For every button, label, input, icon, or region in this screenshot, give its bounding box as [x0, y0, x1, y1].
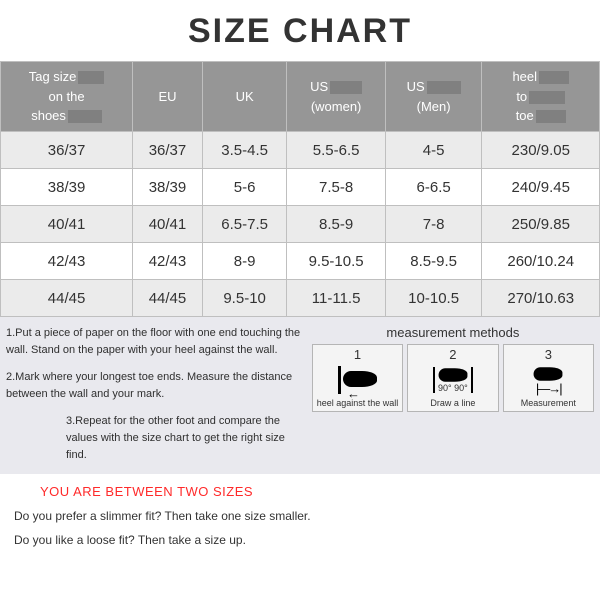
method-cell: 2 90° 90° Draw a line [407, 344, 498, 412]
table-cell: 270/10.63 [482, 280, 600, 317]
table-cell: 260/10.24 [482, 243, 600, 280]
foot-heel-wall-icon: ← [314, 364, 401, 396]
table-cell: 240/9.45 [482, 169, 600, 206]
foot-measure-icon: |—→| [505, 364, 592, 396]
table-cell: 5.5-6.5 [287, 132, 385, 169]
table-cell: 230/9.05 [482, 132, 600, 169]
table-cell: 9.5-10.5 [287, 243, 385, 280]
foot-draw-line-icon: 90° 90° [409, 364, 496, 396]
method-number: 1 [314, 347, 401, 362]
table-row: 44/4544/459.5-1011-11.510-10.5270/10.63 [1, 280, 600, 317]
table-cell: 36/37 [133, 132, 203, 169]
size-table: Tag sizeon theshoesEUUKUS(women)US(Men)h… [0, 61, 600, 317]
table-cell: 10-10.5 [385, 280, 482, 317]
method-number: 3 [505, 347, 592, 362]
table-cell: 8.5-9 [287, 206, 385, 243]
table-cell: 11-11.5 [287, 280, 385, 317]
table-cell: 36/37 [1, 132, 133, 169]
table-cell: 8.5-9.5 [385, 243, 482, 280]
table-header-cell: US(women) [287, 62, 385, 132]
fit-advice: Do you prefer a slimmer fit? Then take o… [0, 503, 600, 547]
table-header-cell: heeltotoe [482, 62, 600, 132]
instructions-text: 1.Put a piece of paper on the floor with… [6, 325, 312, 474]
table-row: 40/4140/416.5-7.58.5-97-8250/9.85 [1, 206, 600, 243]
table-header-cell: UK [202, 62, 287, 132]
table-cell: 5-6 [202, 169, 287, 206]
table-cell: 40/41 [133, 206, 203, 243]
table-cell: 38/39 [133, 169, 203, 206]
table-cell: 44/45 [1, 280, 133, 317]
table-row: 38/3938/395-67.5-86-6.5240/9.45 [1, 169, 600, 206]
table-cell: 38/39 [1, 169, 133, 206]
table-cell: 8-9 [202, 243, 287, 280]
table-cell: 6-6.5 [385, 169, 482, 206]
table-cell: 7.5-8 [287, 169, 385, 206]
table-cell: 3.5-4.5 [202, 132, 287, 169]
table-cell: 7-8 [385, 206, 482, 243]
table-row: 36/3736/373.5-4.55.5-6.54-5230/9.05 [1, 132, 600, 169]
method-caption: Measurement [505, 398, 592, 408]
table-cell: 42/43 [1, 243, 133, 280]
fit-line: Do you prefer a slimmer fit? Then take o… [14, 509, 590, 523]
instructions-panel: 1.Put a piece of paper on the floor with… [0, 317, 600, 474]
page-title: SIZE CHART [0, 0, 600, 61]
method-caption: Draw a line [409, 398, 496, 408]
table-header-cell: Tag sizeon theshoes [1, 62, 133, 132]
table-cell: 40/41 [1, 206, 133, 243]
table-header-cell: EU [133, 62, 203, 132]
measurement-methods: measurement methods 1 ← heel against the… [312, 325, 594, 474]
fit-line: Do you like a loose fit? Then take a siz… [14, 533, 590, 547]
table-cell: 44/45 [133, 280, 203, 317]
between-sizes-heading: YOU ARE BETWEEN TWO SIZES [0, 474, 600, 503]
table-cell: 42/43 [133, 243, 203, 280]
method-cell: 3 |—→| Measurement [503, 344, 594, 412]
table-row: 42/4342/438-99.5-10.58.5-9.5260/10.24 [1, 243, 600, 280]
instruction-step: 3.Repeat for the other foot and compare … [6, 413, 306, 464]
table-cell: 9.5-10 [202, 280, 287, 317]
method-cell: 1 ← heel against the wall [312, 344, 403, 412]
table-cell: 250/9.85 [482, 206, 600, 243]
instruction-step: 2.Mark where your longest toe ends. Meas… [6, 369, 306, 403]
methods-heading: measurement methods [312, 325, 594, 340]
method-number: 2 [409, 347, 496, 362]
table-cell: 4-5 [385, 132, 482, 169]
table-cell: 6.5-7.5 [202, 206, 287, 243]
instruction-step: 1.Put a piece of paper on the floor with… [6, 325, 306, 359]
table-header-cell: US(Men) [385, 62, 482, 132]
